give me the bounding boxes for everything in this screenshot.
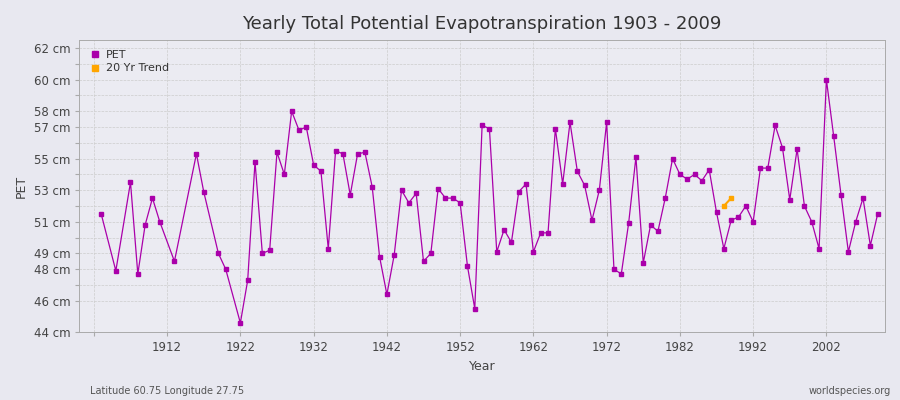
PET [323,246,334,251]
Text: worldspecies.org: worldspecies.org [809,386,891,396]
PET [528,250,539,254]
Text: Latitude 60.75 Longitude 27.75: Latitude 60.75 Longitude 27.75 [90,386,244,396]
Line: 20 Yr Trend: 20 Yr Trend [722,196,734,208]
PET [821,77,832,82]
20 Yr Trend [718,204,729,208]
Title: Yearly Total Potential Evapotranspiration 1903 - 2009: Yearly Total Potential Evapotranspiratio… [242,15,722,33]
Line: PET: PET [99,78,879,325]
PET [872,212,883,216]
X-axis label: Year: Year [469,360,495,373]
Legend: PET, 20 Yr Trend: PET, 20 Yr Trend [85,46,174,78]
20 Yr Trend [725,196,736,200]
PET [828,134,839,139]
PET [293,128,304,132]
Y-axis label: PET: PET [15,175,28,198]
PET [587,218,598,223]
PET [850,220,861,224]
PET [95,212,106,216]
PET [235,320,246,325]
